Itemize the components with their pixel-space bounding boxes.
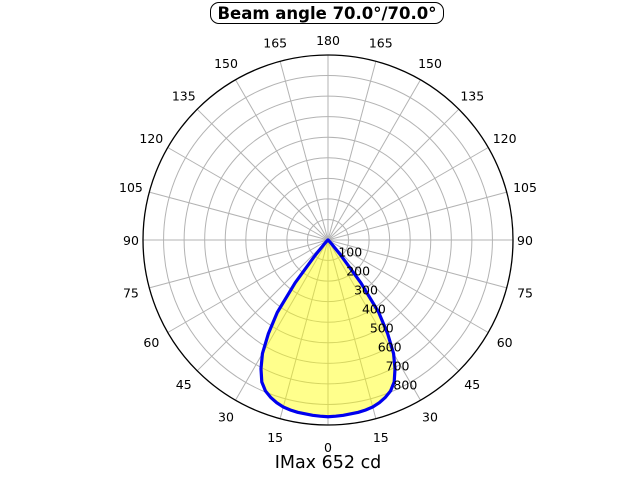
angle-tick-label: 165 bbox=[369, 36, 393, 51]
polar-grid-spoke bbox=[279, 239, 329, 419]
r-tick-label: 100 bbox=[338, 244, 362, 259]
angle-tick-label: 60 bbox=[143, 335, 159, 350]
polar-grid-spoke bbox=[327, 239, 507, 289]
polar-grid-spoke bbox=[327, 239, 421, 401]
angle-tick-label: 90 bbox=[517, 233, 533, 248]
angle-tick-label: 165 bbox=[263, 36, 287, 51]
angle-tick-label: 120 bbox=[493, 131, 517, 146]
intensity-curve bbox=[259, 238, 397, 419]
polar-grid-ring bbox=[163, 75, 493, 405]
angle-tick-label: 15 bbox=[373, 430, 389, 445]
polar-grid-ring bbox=[204, 116, 452, 364]
polar-grid-spoke bbox=[167, 239, 329, 333]
r-tick-label: 600 bbox=[378, 339, 402, 354]
polar-grid-ring bbox=[245, 157, 411, 323]
angle-tick-label: 150 bbox=[418, 56, 442, 71]
polar-grid-spoke bbox=[327, 191, 507, 241]
angle-tick-label: 60 bbox=[497, 335, 513, 350]
polar-grid-spoke bbox=[327, 239, 460, 372]
polar-grid-spoke bbox=[279, 61, 329, 241]
angle-tick-label: 45 bbox=[464, 377, 480, 392]
polar-grid-spoke bbox=[327, 79, 421, 241]
angle-tick-label: 105 bbox=[119, 180, 143, 195]
polar-grid-ring bbox=[265, 177, 391, 303]
polar-grid-spoke bbox=[235, 239, 329, 401]
angle-tick-label: 135 bbox=[172, 89, 196, 104]
angle-tick-label: 135 bbox=[460, 89, 484, 104]
angle-tick-label: 105 bbox=[513, 180, 537, 195]
imax-label: IMax 652 cd bbox=[274, 453, 382, 473]
polar-grid-spoke bbox=[327, 61, 377, 241]
polar-grid-spoke bbox=[327, 239, 377, 419]
angle-tick-label: 15 bbox=[267, 430, 283, 445]
r-tick-label: 700 bbox=[386, 358, 410, 373]
polar-grid-spoke bbox=[327, 239, 489, 333]
polar-grid-ring bbox=[286, 198, 370, 282]
polar-grid-spoke bbox=[196, 239, 329, 372]
polar-grid-ring bbox=[183, 95, 473, 385]
r-tick-label: 300 bbox=[354, 282, 378, 297]
angle-tick-label: 30 bbox=[422, 409, 438, 424]
angle-tick-label: 75 bbox=[517, 286, 533, 301]
polar-grid-spoke bbox=[235, 79, 329, 241]
r-tick-label: 200 bbox=[346, 263, 370, 278]
polar-grid-spoke bbox=[167, 147, 329, 241]
angle-tick-label: 30 bbox=[218, 409, 234, 424]
r-tick-label: 500 bbox=[370, 320, 394, 335]
angle-tick-label: 150 bbox=[214, 56, 238, 71]
angle-tick-label: 180 bbox=[316, 33, 340, 48]
angle-tick-label: 75 bbox=[123, 286, 139, 301]
polar-grid-ring bbox=[306, 218, 350, 262]
angle-tick-label: 45 bbox=[176, 377, 192, 392]
r-tick-label: 800 bbox=[393, 377, 417, 392]
r-tick-label: 400 bbox=[362, 301, 386, 316]
angle-tick-label: 120 bbox=[139, 131, 163, 146]
polar-grid-ring bbox=[224, 136, 432, 344]
angle-tick-label: 0 bbox=[324, 440, 332, 455]
polar-grid-spoke bbox=[149, 239, 329, 289]
polar-grid-spoke bbox=[327, 108, 460, 241]
angle-tick-label: 90 bbox=[123, 233, 139, 248]
polar-outer-ring bbox=[142, 54, 514, 426]
polar-grid-spoke bbox=[196, 108, 329, 241]
polar-grid-spoke bbox=[327, 147, 489, 241]
beam-angle-title: Beam angle 70.0°/70.0° bbox=[210, 2, 444, 24]
polar-grid-spoke bbox=[149, 191, 329, 241]
